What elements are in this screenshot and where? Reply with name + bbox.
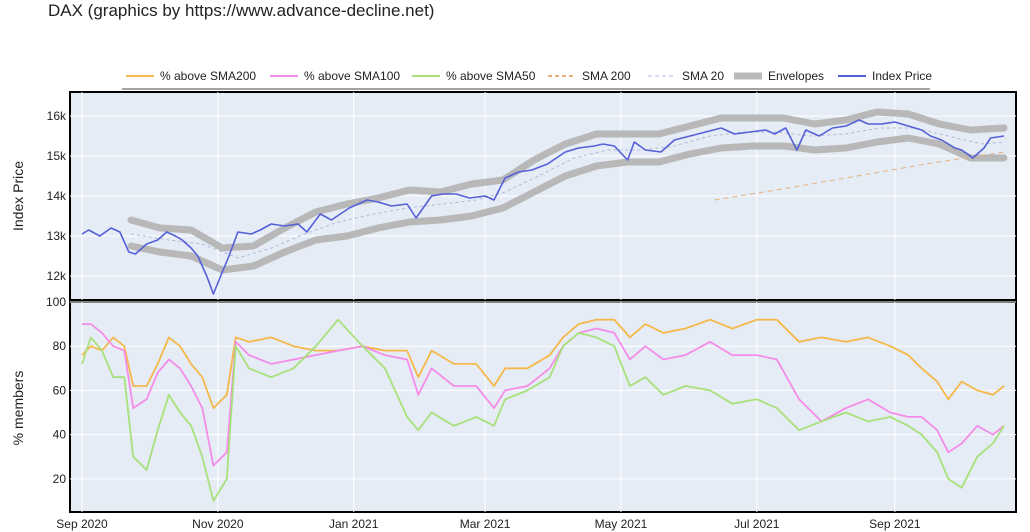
legend-label: % above SMA200 <box>160 69 256 83</box>
sma200-line <box>714 151 1005 201</box>
legend-item-above-sma100[interactable]: % above SMA100 <box>270 69 400 83</box>
x-tick-label: Jul 2021 <box>734 517 780 531</box>
chart-title: DAX (graphics by https://www.advance-dec… <box>48 1 434 20</box>
above-sma100-line <box>82 323 1005 467</box>
legend-label: Index Price <box>872 69 932 83</box>
top-y-tick-label: 15k <box>47 149 67 163</box>
top-y-tick-label: 12k <box>47 269 67 283</box>
legend-item-sma-20[interactable]: SMA 20 <box>648 69 724 83</box>
bottom-panel-ylabel: % members <box>10 371 26 446</box>
x-tick-label: May 2021 <box>595 517 648 531</box>
bottom-y-tick-label: 100 <box>46 295 66 309</box>
bottom-y-axis: 20 40 60 80 100 <box>46 295 66 486</box>
top-panel-series <box>81 108 1008 295</box>
legend-label: SMA 20 <box>682 69 724 83</box>
above-sma50-line <box>81 318 1005 502</box>
x-tick-label: Sep 2020 <box>56 517 108 531</box>
envelope-upper-line <box>127 108 1008 252</box>
x-tick-label: Jan 2021 <box>329 517 379 531</box>
sma20-line <box>130 127 1005 259</box>
x-tick-label: Nov 2020 <box>192 517 244 531</box>
legend[interactable]: % above SMA200 % above SMA100 % above SMA5… <box>122 69 932 90</box>
legend-label: % above SMA100 <box>304 69 400 83</box>
top-panel-ylabel: Index Price <box>10 161 26 231</box>
bottom-panel-series <box>81 318 1005 502</box>
bottom-y-tick-label: 40 <box>53 428 67 442</box>
legend-label: Envelopes <box>768 69 824 83</box>
legend-label: % above SMA50 <box>446 69 536 83</box>
bottom-panel-plot-area[interactable] <box>69 301 1017 513</box>
legend-item-envelopes[interactable]: Envelopes <box>734 69 824 83</box>
index-price-line <box>81 119 1005 295</box>
x-tick-label: Mar 2021 <box>460 517 511 531</box>
legend-label: SMA 200 <box>582 69 631 83</box>
x-tick-label: Sep 2021 <box>869 517 921 531</box>
bottom-y-tick-label: 60 <box>53 383 67 397</box>
envelope-lower-line <box>127 134 1008 274</box>
bottom-y-tick-label: 80 <box>53 339 67 353</box>
above-sma200-line <box>81 318 1005 409</box>
x-axis: Sep 2020 Nov 2020 Jan 2021 Mar 2021 May 2021… <box>56 517 921 531</box>
legend-item-index-price[interactable]: Index Price <box>838 69 932 83</box>
top-y-tick-label: 14k <box>47 189 67 203</box>
legend-item-sma-200[interactable]: SMA 200 <box>548 69 631 83</box>
bottom-y-tick-label: 20 <box>53 472 67 486</box>
top-y-tick-label: 16k <box>47 109 67 123</box>
legend-item-above-sma200[interactable]: % above SMA200 <box>126 69 256 83</box>
top-y-axis: 12k 13k 14k 15k 16k <box>47 109 67 283</box>
top-y-tick-label: 13k <box>47 229 67 243</box>
legend-item-above-sma50[interactable]: % above SMA50 <box>412 69 536 83</box>
